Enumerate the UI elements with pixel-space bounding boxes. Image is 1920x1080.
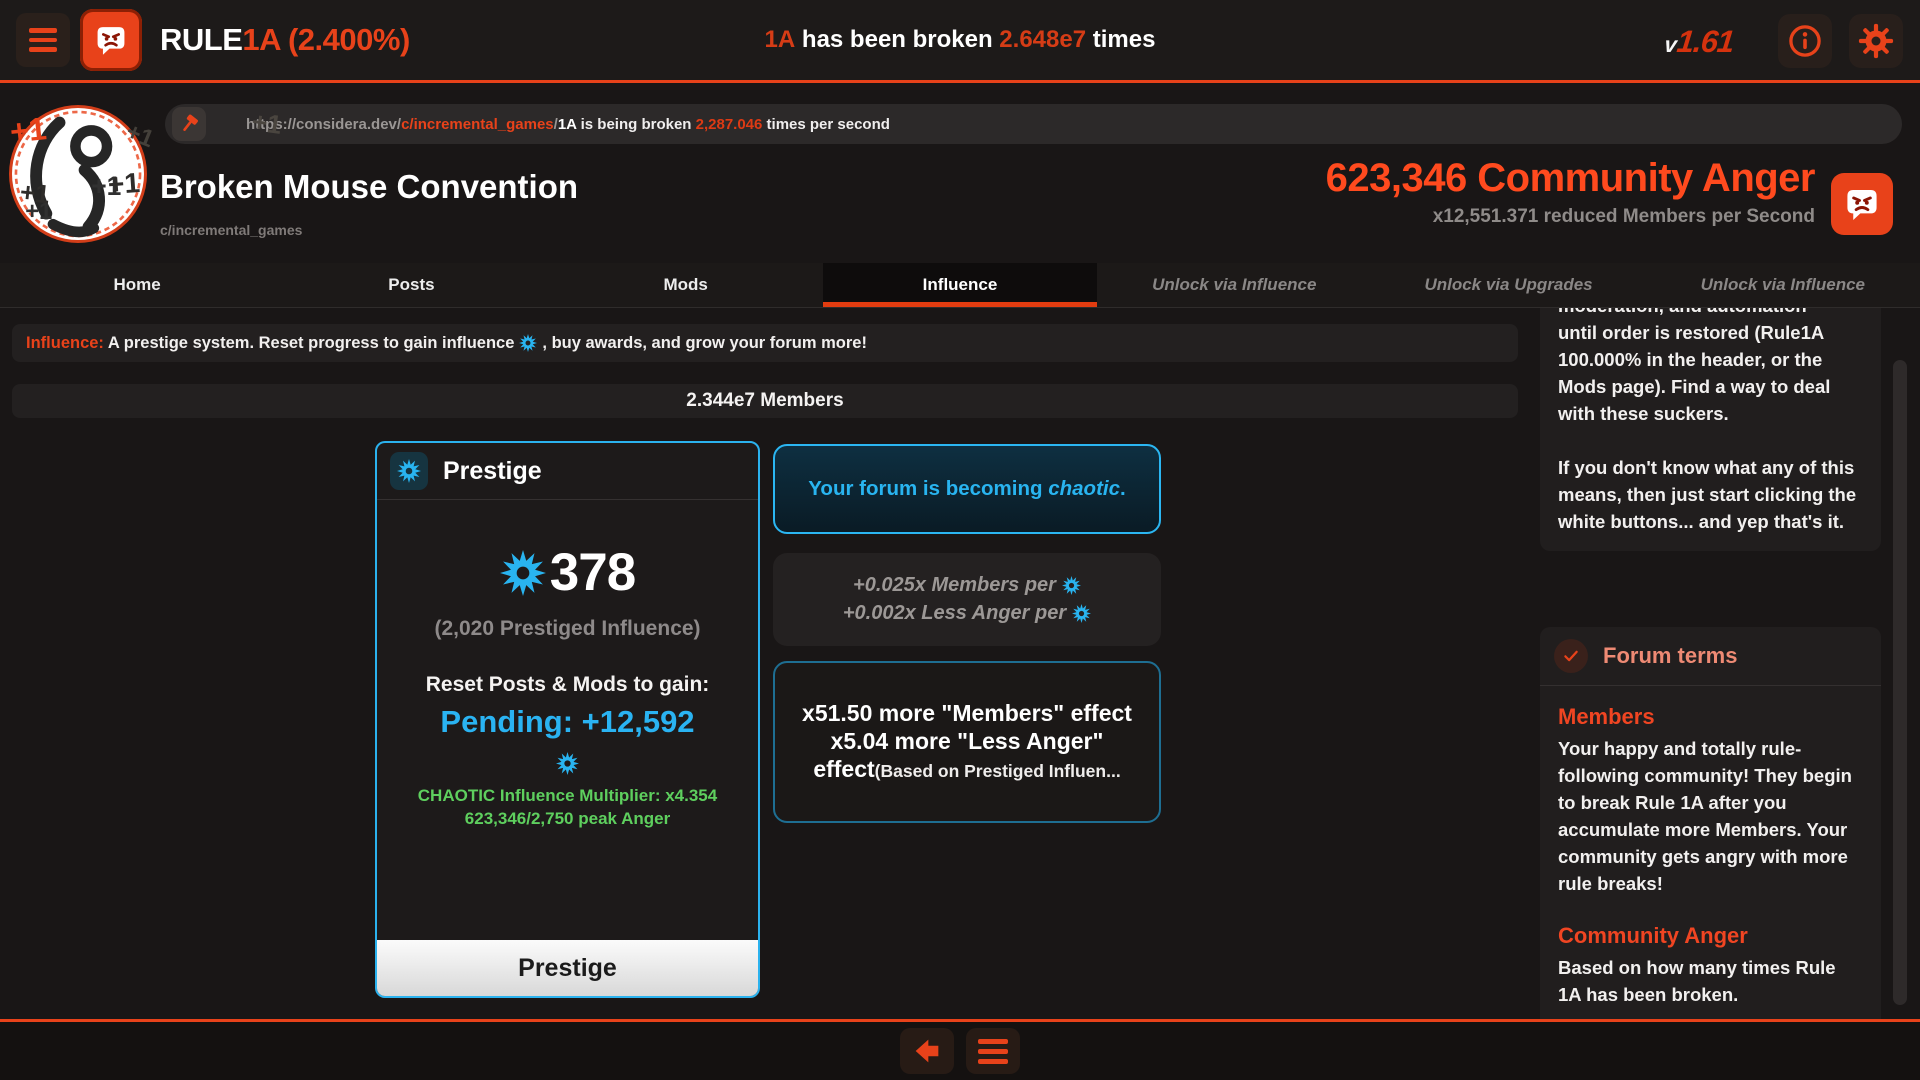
influence-description-banner: Influence: A prestige system. Reset prog… [12, 324, 1518, 362]
forum-avatar[interactable] [12, 108, 144, 240]
sidebar-tip-box: moderation, and automation until order i… [1540, 308, 1881, 551]
address-text: https://considera.dev/c/incremental_game… [246, 115, 890, 133]
members-bar: 2.344e7 Members [12, 384, 1518, 418]
chaotic-warning-box: Your forum is becoming chaotic. [773, 444, 1161, 534]
tip-partial-line: moderation, and automation [1558, 308, 1863, 319]
term-community-anger: Community Anger [1558, 923, 1748, 948]
effect-note: (Based on Prestiged Influen... [874, 761, 1121, 781]
forum-terms-body: Members Your happy and totally rule-foll… [1540, 686, 1881, 1008]
rule-percent: 1A (2.400%) [242, 22, 410, 57]
forum-title: Broken Mouse Convention [160, 168, 579, 205]
influence-label: Influence: [26, 333, 104, 352]
starburst-icon [519, 334, 537, 352]
gear-icon [1858, 23, 1894, 59]
less-anger-effect: x5.04 more "Less Anger" effect(Based on … [813, 728, 1121, 782]
tab-locked-3[interactable]: Unlock via Influence [1646, 263, 1920, 307]
tip-paragraph: until order is restored (Rule1A 100.000%… [1558, 322, 1831, 424]
pending-influence: Pending: +12,592 [440, 704, 695, 739]
less-anger-per-influence: +0.002x Less Anger per [843, 602, 1091, 625]
per-influence-effects-box: +0.025x Members per +0.002x Less Anger p… [773, 553, 1161, 646]
main-content: Influence: A prestige system. Reset prog… [0, 308, 1920, 1019]
rule-label: RULE [160, 22, 243, 57]
back-arrow-icon [911, 1035, 943, 1067]
starburst-icon [1072, 604, 1091, 623]
top-menu-button[interactable] [16, 13, 70, 67]
reset-gain-label: Reset Posts & Mods to gain: [425, 673, 710, 696]
starburst-icon [377, 752, 758, 775]
site-logo-button[interactable] [80, 9, 142, 71]
prestiged-influence-note: (2,020 Prestiged Influence) [434, 617, 701, 640]
influence-effect-box: x51.50 more "Members" effect x5.04 more … [773, 661, 1161, 823]
checkmark-icon [1554, 639, 1588, 673]
chaotic-multiplier: CHAOTIC Influence Multiplier: x4.354 [417, 786, 718, 805]
tab-bar: Home Posts Mods Influence Unlock via Inf… [0, 263, 1920, 308]
hammer-icon [172, 107, 206, 141]
forum-terms-header: Forum terms [1540, 627, 1881, 686]
members-per-influence: +0.025x Members per [853, 574, 1081, 597]
peak-anger: 623,346/2,750 peak Anger [464, 809, 671, 828]
back-button[interactable] [900, 1028, 954, 1074]
version-label[interactable]: v 1.61 [1663, 24, 1736, 59]
tab-posts[interactable]: Posts [274, 263, 548, 307]
top-bar: RULE 1A (2.400%) 1A has been broken 2.648… [0, 0, 1920, 83]
tip-paragraph: If you don't know what any of this means… [1558, 457, 1857, 532]
tab-influence[interactable]: Influence [822, 263, 1098, 307]
info-button[interactable] [1778, 14, 1832, 68]
mouse-art-icon [12, 108, 144, 240]
community-anger-value: 623,346 Community Anger [1325, 156, 1816, 200]
forum-terms-title: Forum terms [1603, 643, 1738, 668]
forum-terms-panel: Forum terms Members Your happy and total… [1540, 627, 1881, 1019]
prestige-card: Prestige 378 (2,020 Prestiged Influence)… [375, 441, 760, 998]
tab-home[interactable]: Home [0, 263, 274, 307]
prestige-card-header: Prestige [377, 443, 758, 500]
address-bar[interactable]: https://considera.dev/c/incremental_game… [165, 104, 1902, 144]
community-anger-effect: x12,551.371 reduced Members per Second [1432, 206, 1815, 227]
term-members: Members [1558, 704, 1655, 729]
info-icon [1787, 23, 1823, 59]
starburst-icon [1062, 576, 1081, 595]
rule-status-title: RULE 1A (2.400%) [160, 0, 410, 80]
prestige-button[interactable]: Prestige [377, 940, 758, 996]
members-effect: x51.50 more "Members" effect [802, 700, 1132, 726]
term-community-anger-desc: Based on how many times Rule 1A has been… [1558, 957, 1836, 1005]
influence-amount: 378 [377, 542, 758, 603]
tab-locked-2[interactable]: Unlock via Upgrades [1371, 263, 1645, 307]
rule-broken-counter: 1A has been broken 2.648e7 times [764, 26, 1156, 53]
hamburger-menu-icon [29, 28, 57, 33]
sidebar-scrollbar[interactable] [1893, 360, 1907, 1005]
bottom-bar [0, 1019, 1920, 1080]
prestige-card-title: Prestige [443, 456, 542, 485]
angry-face-icon [1837, 179, 1887, 229]
hamburger-menu-icon [978, 1038, 1008, 1064]
angry-face-icon [88, 17, 134, 63]
settings-button[interactable] [1849, 14, 1903, 68]
forum-subtitle: c/incremental_games [160, 222, 303, 238]
tab-locked-1[interactable]: Unlock via Influence [1097, 263, 1371, 307]
starburst-icon [500, 550, 546, 596]
tab-mods[interactable]: Mods [549, 263, 823, 307]
term-members-desc: Your happy and totally rule-following co… [1558, 738, 1852, 894]
prestige-card-body: 378 (2,020 Prestiged Influence) Reset Po… [377, 542, 758, 829]
bottom-menu-button[interactable] [966, 1028, 1020, 1074]
anger-face-badge [1831, 173, 1893, 235]
starburst-icon [390, 452, 428, 490]
community-anger-block: 623,346 Community Anger x12,551.371 redu… [1325, 156, 1816, 228]
